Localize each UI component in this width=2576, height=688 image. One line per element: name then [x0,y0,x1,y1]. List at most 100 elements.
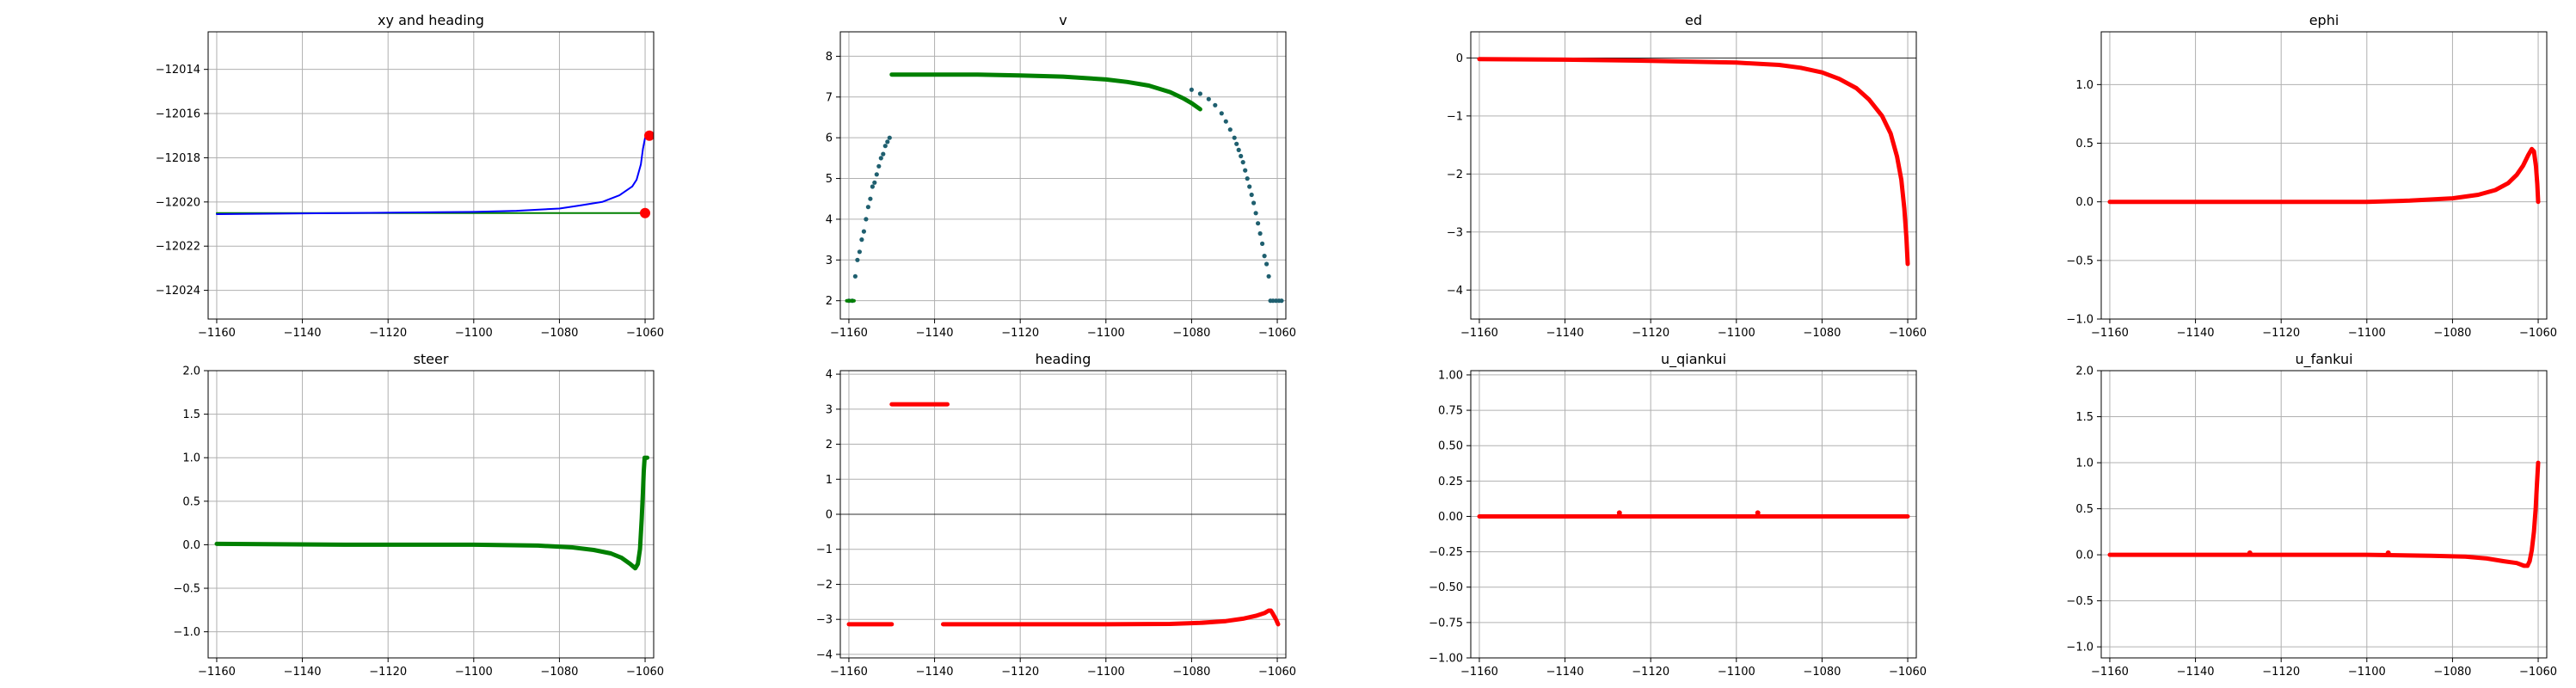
x-tick-label: −1120 [369,327,407,340]
y-tick-label: 0.25 [1438,476,1463,488]
x-tick-label: −1100 [1087,327,1125,340]
x-tick-label: −1120 [2262,666,2300,679]
y-tick-label: −1.00 [1429,653,1463,666]
plot-area [214,455,649,571]
y-tick-label: −3 [1447,226,1463,239]
x-tick-label: −1120 [1632,666,1669,679]
x-tick-label: −1160 [2091,666,2129,679]
axes-frame [1470,31,1917,320]
data-point [857,249,863,255]
y-tick-label: −12014 [156,64,200,77]
x-tick-label: −1080 [1803,327,1841,340]
data-point [1266,273,1271,279]
series-line [941,608,1281,627]
y-tick-label: 1 [826,474,833,487]
y-tick-label: −3 [816,614,833,627]
y-tick-label: 0 [826,509,833,522]
y-tick-label: 0.00 [1438,511,1463,524]
x-tick-label: −1060 [1258,666,1296,679]
x-tick-label: −1100 [2348,666,2386,679]
chart-7: −1160 −1140 −1120 −1100 −1080 −1060 −1.00 −0.75… [1429,351,1927,679]
data-point [874,172,879,177]
data-point [864,217,869,222]
series-line [889,72,1202,112]
y-tick-label: 0.50 [1438,440,1463,453]
y-tick-label: −1 [1447,110,1463,123]
y-tick-label: −0.5 [2066,595,2093,608]
x-tick-label: −1100 [455,327,493,340]
y-tick-label: 8 [826,51,833,64]
data-point [887,135,892,140]
data-point [1279,298,1284,304]
x-tick-label: −1160 [830,666,868,679]
x-tick-label: −1100 [1087,666,1125,679]
data-point [1251,200,1257,206]
x-tick-label: −1080 [1172,327,1210,340]
data-point [1245,176,1250,181]
data-point [1260,241,1265,246]
y-tick-label: 5 [826,173,833,186]
y-tick-label: 1.0 [2075,79,2093,92]
y-tick-label: 4 [826,369,833,382]
x-tick-label: −1100 [1718,666,1755,679]
chart-title: u_qiankui [1661,351,1726,368]
chart-8: −1160 −1140 −1120 −1100 −1080 −1060 −1.0 −0.5 0.… [2066,351,2557,679]
axes-frame [839,31,1287,320]
y-tick-label: −4 [816,648,833,661]
x-tick-label: −1160 [1460,327,1498,340]
data-point [881,151,886,157]
y-tick-label: 4 [826,213,833,226]
data-point [1257,230,1263,236]
y-tick-label: −12022 [156,241,200,254]
chart-title: u_fankui [2295,351,2352,368]
data-point [855,257,860,262]
x-tick-label: −1080 [540,666,578,679]
y-tick-label: 0.75 [1438,405,1463,418]
y-tick-label: 0.0 [2075,196,2093,209]
data-point [2385,550,2391,556]
x-tick-label: −1100 [2348,327,2386,340]
y-tick-label: 3 [826,403,833,416]
x-tick-label: −1140 [284,327,322,340]
data-point [644,130,654,141]
data-point [1755,510,1761,516]
data-point [640,207,650,218]
data-point [872,180,877,185]
y-tick-label: −12020 [156,196,200,209]
y-tick-label: −0.5 [173,583,200,596]
y-tick-label: 0.0 [182,539,200,552]
chart-4: −1160 −1140 −1120 −1100 −1080 −1060 −1.0 −0.5 0.… [2066,12,2557,340]
data-point [868,196,873,201]
y-tick-label: 6 [826,132,833,145]
series-line [214,455,649,571]
y-tick-label: 0.5 [182,495,200,508]
chart-title: xy and heading [378,12,484,28]
x-tick-label: −1160 [198,666,236,679]
x-tick-label: −1060 [626,327,664,340]
x-tick-label: −1060 [626,666,664,679]
y-tick-label: −4 [1447,285,1463,298]
axes-frame [207,31,655,320]
y-tick-label: 1.5 [182,408,200,421]
axes-frame [2100,370,2548,659]
chart-3: −1160 −1140 −1120 −1100 −1080 −1060 −4 −3 −2 −1 0 e… [1447,12,1927,340]
x-tick-label: −1160 [1460,666,1498,679]
y-tick-label: −12024 [156,285,200,298]
x-tick-label: −1140 [916,327,954,340]
y-tick-label: −0.75 [1429,617,1463,630]
x-tick-label: −1120 [1632,327,1669,340]
chart-6: −1160 −1140 −1120 −1100 −1080 −1060 −4 −3 −2 −1 0 1… [816,351,1296,679]
data-point [1232,135,1237,140]
data-point [1234,141,1239,146]
data-point [1189,87,1194,92]
x-tick-label: −1140 [284,666,322,679]
x-tick-label: −1100 [1718,327,1755,340]
x-tick-label: −1120 [2262,327,2300,340]
x-tick-label: −1160 [198,327,236,340]
data-point [865,205,871,210]
y-tick-label: 2.0 [2075,366,2093,378]
y-tick-label: −0.50 [1429,581,1463,594]
plot-area [1477,57,1910,267]
plot-area [846,402,1281,627]
series-line [2107,146,2541,205]
